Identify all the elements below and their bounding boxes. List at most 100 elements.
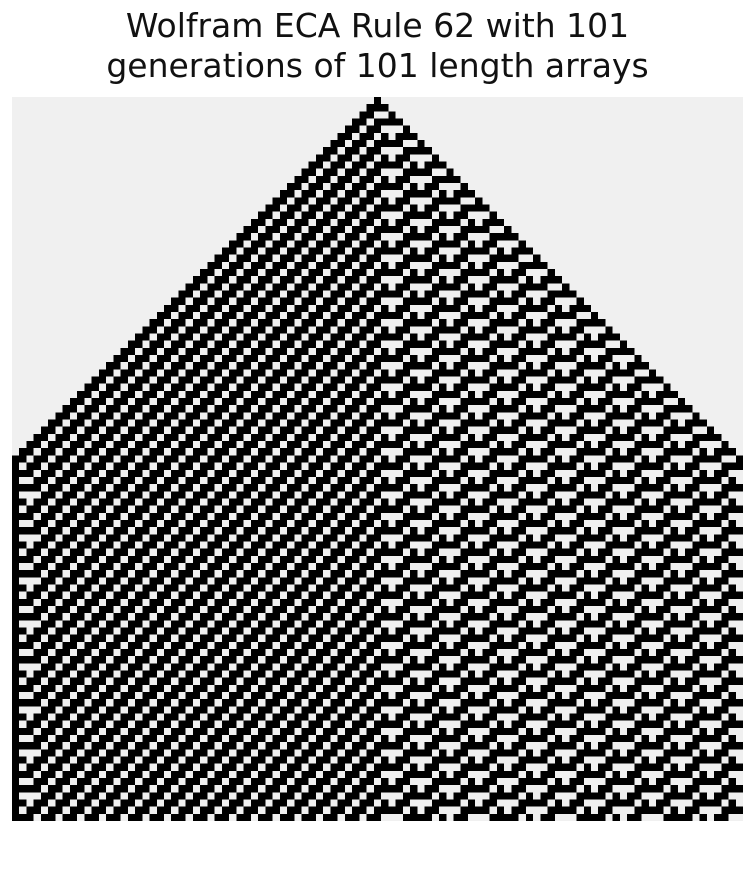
- live-cell: [171, 749, 179, 757]
- live-cell: [533, 283, 541, 291]
- live-cell: [352, 727, 360, 735]
- live-cell: [518, 656, 526, 664]
- live-cell: [460, 684, 468, 692]
- live-cell: [576, 627, 584, 635]
- live-cell: [337, 304, 345, 313]
- live-cell: [460, 785, 468, 793]
- live-cell: [127, 663, 136, 671]
- live-cell: [439, 555, 447, 563]
- live-cell: [627, 641, 635, 649]
- live-cell: [106, 476, 114, 485]
- live-cell: [62, 455, 70, 463]
- live-cell: [612, 770, 620, 778]
- live-cell: [149, 319, 157, 327]
- live-cell: [308, 247, 316, 255]
- live-cell: [207, 412, 215, 420]
- live-cell: [323, 304, 331, 313]
- live-cell: [446, 584, 454, 592]
- live-cell: [330, 319, 338, 327]
- live-cell: [569, 699, 577, 707]
- live-cell: [482, 591, 490, 599]
- live-cell: [381, 154, 389, 162]
- live-cell: [525, 749, 534, 757]
- live-cell: [467, 720, 476, 728]
- live-cell: [402, 713, 411, 721]
- live-cell: [518, 476, 526, 485]
- live-cell: [185, 634, 193, 642]
- live-cell: [395, 785, 403, 793]
- live-cell: [294, 333, 302, 341]
- live-cell: [127, 519, 136, 528]
- live-cell: [279, 426, 288, 434]
- live-cell: [366, 555, 374, 563]
- live-cell: [677, 512, 686, 520]
- live-cell: [467, 613, 476, 621]
- live-cell: [467, 218, 476, 227]
- live-cell: [156, 813, 164, 821]
- live-cell: [62, 534, 70, 542]
- live-cell: [62, 433, 70, 442]
- live-cell: [236, 519, 244, 528]
- live-cell: [40, 777, 49, 786]
- live-cell: [48, 806, 56, 814]
- live-cell: [554, 777, 563, 786]
- live-cell: [91, 749, 99, 757]
- live-cell: [402, 541, 411, 549]
- live-cell: [113, 749, 121, 757]
- live-cell: [106, 734, 114, 743]
- live-cell: [62, 691, 70, 700]
- live-cell: [605, 505, 613, 513]
- live-cell: [460, 340, 468, 348]
- live-cell: [192, 383, 201, 391]
- live-cell: [410, 132, 418, 141]
- live-cell: [402, 799, 411, 807]
- live-cell: [192, 326, 201, 334]
- live-cell: [439, 562, 447, 571]
- live-cell: [496, 641, 505, 649]
- live-cell: [344, 168, 353, 176]
- live-cell: [192, 756, 201, 764]
- live-cell: [359, 462, 367, 470]
- live-cell: [221, 577, 230, 585]
- live-cell: [540, 627, 548, 635]
- live-cell: [518, 527, 526, 535]
- live-cell: [337, 333, 345, 341]
- live-cell: [301, 168, 309, 176]
- live-cell: [171, 727, 179, 735]
- live-cell: [294, 175, 302, 184]
- live-cell: [120, 519, 128, 528]
- live-cell: [605, 326, 613, 334]
- live-cell: [359, 261, 367, 270]
- live-cell: [69, 491, 78, 499]
- live-cell: [308, 806, 316, 814]
- live-cell: [685, 770, 693, 778]
- live-cell: [402, 147, 411, 155]
- live-cell: [91, 656, 99, 664]
- live-cell: [200, 340, 208, 348]
- live-cell: [453, 412, 461, 420]
- live-cell: [692, 548, 700, 556]
- live-cell: [200, 548, 208, 556]
- live-cell: [185, 799, 193, 807]
- live-cell: [699, 555, 707, 563]
- live-cell: [287, 577, 295, 585]
- live-cell: [113, 469, 121, 477]
- live-cell: [294, 197, 302, 205]
- live-cell: [207, 476, 215, 485]
- live-cell: [424, 204, 432, 212]
- live-cell: [229, 562, 237, 571]
- live-cell: [207, 627, 215, 635]
- live-cell: [583, 770, 592, 778]
- live-cell: [192, 691, 201, 700]
- live-cell: [323, 770, 331, 778]
- live-cell: [26, 555, 34, 563]
- live-cell: [547, 527, 555, 535]
- live-cell: [48, 469, 56, 477]
- live-cell: [373, 792, 382, 800]
- live-cell: [388, 355, 396, 363]
- live-cell: [337, 742, 345, 750]
- live-cell: [663, 734, 671, 743]
- live-cell: [301, 491, 309, 499]
- live-cell: [243, 813, 251, 821]
- live-cell: [612, 476, 620, 485]
